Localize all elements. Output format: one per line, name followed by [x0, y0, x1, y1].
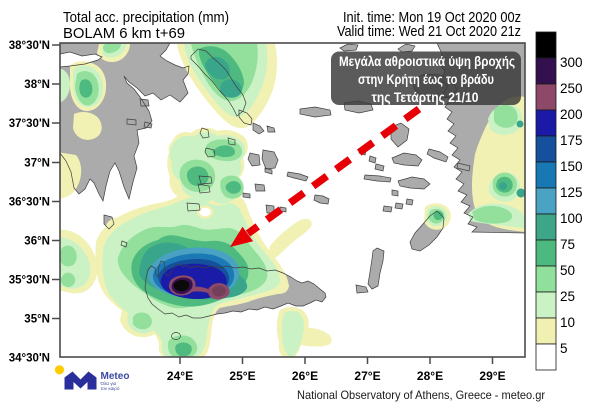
svg-text:Μεγάλα αθροιστικά ύψη βροχής: Μεγάλα αθροιστικά ύψη βροχής: [339, 53, 515, 69]
svg-text:Total acc. precipitation (mm): Total acc. precipitation (mm): [63, 9, 229, 26]
svg-text:15:00: 15:00: [64, 290, 100, 306]
svg-text:στην Κρήτη έως το βράδυ: στην Κρήτη έως το βράδυ: [358, 71, 494, 87]
svg-text:50: 50: [560, 263, 575, 278]
svg-text:Valid time: Wed 21 Oct 2020 21: Valid time: Wed 21 Oct 2020 21z: [337, 23, 521, 40]
svg-text:175: 175: [560, 133, 583, 148]
svg-text:National Observatory of Athens: National Observatory of Athens, Greece -…: [297, 388, 545, 402]
svg-text:125: 125: [560, 185, 583, 200]
svg-text:25: 25: [560, 289, 575, 304]
svg-text:της Τετάρτης 21/10: της Τετάρτης 21/10: [372, 89, 479, 105]
svg-text:37°30'N: 37°30'N: [9, 118, 50, 130]
svg-text:10: 10: [560, 315, 575, 330]
svg-text:38°30'N: 38°30'N: [9, 40, 50, 52]
svg-text:36°30'N: 36°30'N: [9, 197, 50, 209]
svg-text:200: 200: [560, 107, 583, 122]
svg-text:35°N: 35°N: [24, 314, 50, 326]
svg-text:75: 75: [560, 237, 575, 252]
svg-text:150: 150: [560, 159, 583, 174]
svg-text:28°E: 28°E: [417, 369, 443, 383]
svg-text:Init. time: Mon 19 Oct 2020 00: Init. time: Mon 19 Oct 2020 00z: [343, 9, 521, 26]
svg-text:300: 300: [560, 55, 583, 70]
svg-text:35°30'N: 35°30'N: [9, 275, 50, 287]
svg-text:100: 100: [560, 211, 583, 226]
svg-text:36°N: 36°N: [24, 236, 50, 248]
svg-text:38°N: 38°N: [24, 79, 50, 91]
svg-text:Όλα για: Όλα για: [100, 381, 117, 386]
svg-text:Meteo: Meteo: [101, 371, 130, 382]
svg-text:25°E: 25°E: [229, 369, 255, 383]
svg-text:26°E: 26°E: [292, 369, 318, 383]
svg-text:τον καιρό: τον καιρό: [101, 385, 120, 391]
svg-text:34°30'N: 34°30'N: [9, 353, 50, 365]
svg-text:29°E: 29°E: [479, 369, 505, 383]
svg-text:37°N: 37°N: [24, 158, 50, 170]
svg-text:BOLAM 6 km t+69: BOLAM 6 km t+69: [63, 25, 185, 42]
svg-text:27°E: 27°E: [354, 369, 380, 383]
svg-text:250: 250: [560, 81, 583, 96]
svg-text:24°E: 24°E: [167, 369, 193, 383]
svg-text:5: 5: [560, 341, 568, 356]
